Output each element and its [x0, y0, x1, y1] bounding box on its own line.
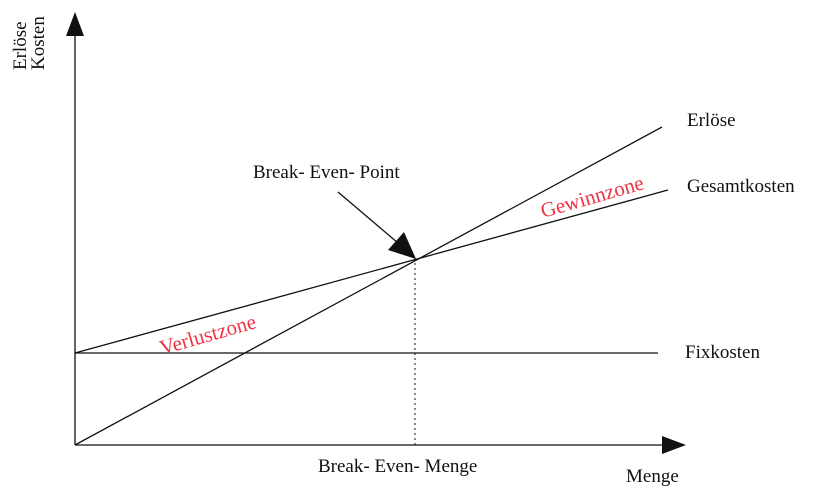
annotation: Break- Even- Menge: [318, 456, 477, 477]
y-axis-label: Kosten: [28, 16, 49, 70]
revenue-line: [74, 126, 663, 446]
y-axis-label: Erlöse: [10, 21, 31, 70]
break-even-arrowhead: [388, 232, 416, 259]
annotation: Break- Even- Point: [253, 162, 400, 183]
zone-label: Gewinnzone: [538, 170, 647, 222]
total-cost-line: [74, 189, 669, 354]
line-label: Fixkosten: [685, 342, 760, 363]
line-label: Erlöse: [687, 110, 736, 131]
y-axis-arrow: [66, 12, 84, 36]
x-axis-label: Menge: [626, 466, 679, 486]
break-even-arrow: [337, 191, 399, 244]
x-axis-arrow: [662, 436, 686, 454]
line-label: Gesamtkosten: [687, 176, 795, 197]
